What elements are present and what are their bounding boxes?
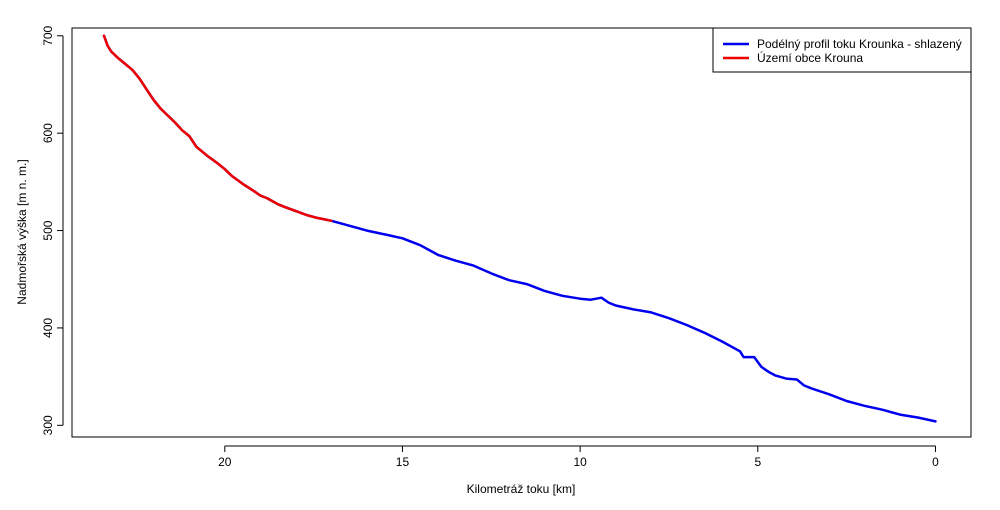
x-tick-label: 5 <box>754 455 761 469</box>
y-tick-label: 600 <box>41 123 55 143</box>
y-axis-label: Nadmořská výška [m n. m.] <box>15 159 29 304</box>
x-tick-label: 10 <box>573 455 587 469</box>
series-line-municipality <box>102 34 333 223</box>
x-tick-label: 15 <box>396 455 410 469</box>
y-tick-label: 300 <box>41 415 55 435</box>
legend-box <box>712 27 972 73</box>
x-tick-label: 20 <box>218 455 232 469</box>
plot-frame <box>71 27 972 438</box>
x-axis-label: Kilometráž toku [km] <box>467 482 576 496</box>
legend-label-profile: Podélný profil toku Krounka - shlazený <box>757 37 962 51</box>
y-tick-label: 500 <box>41 220 55 240</box>
series-line-profile <box>102 34 937 423</box>
legend-label-municipality: Území obce Krouna <box>757 50 863 65</box>
y-tick-label: 700 <box>41 25 55 45</box>
y-tick-label: 400 <box>41 318 55 338</box>
series-layer <box>102 34 937 423</box>
legend: Podélný profil toku Krounka - shlazený Ú… <box>712 27 972 73</box>
y-axis: 300 400 500 600 700 <box>41 25 64 435</box>
x-axis: 20 15 10 5 0 <box>218 445 939 469</box>
x-tick-label: 0 <box>932 455 939 469</box>
